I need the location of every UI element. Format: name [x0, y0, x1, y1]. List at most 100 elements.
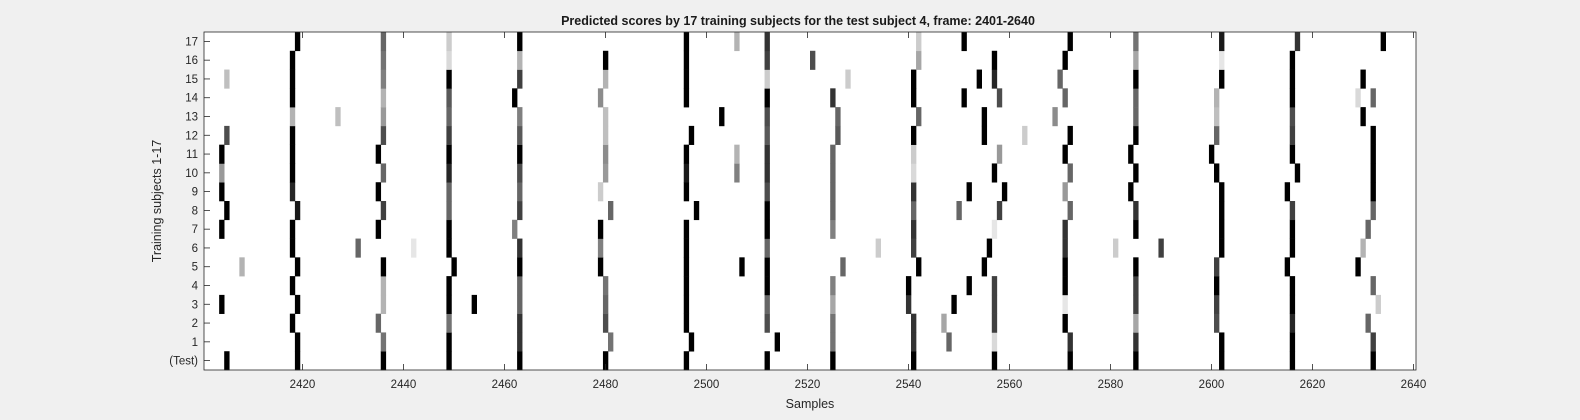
- heatmap-cell: [916, 32, 922, 52]
- heatmap-cell: [1062, 144, 1068, 164]
- x-tick-label: 2520: [795, 379, 821, 391]
- heatmap-cell: [764, 276, 770, 296]
- heatmap-cell: [1289, 238, 1296, 258]
- heatmap-cell: [289, 88, 296, 108]
- heatmap-cell: [446, 351, 452, 371]
- heatmap-cell: [764, 201, 770, 221]
- heatmap-cell: [911, 144, 917, 164]
- heatmap-cell: [1370, 201, 1376, 221]
- heatmap-cell: [683, 294, 690, 314]
- heatmap-cell: [956, 201, 962, 221]
- heatmap-cell: [830, 163, 836, 183]
- heatmap-cells: [219, 32, 1386, 371]
- heatmap-cell: [951, 294, 957, 314]
- heatmap-cell: [602, 294, 609, 314]
- heatmap-cell: [1360, 107, 1366, 127]
- heatmap-cell: [375, 182, 382, 202]
- heatmap-cell: [1067, 32, 1073, 52]
- heatmap-cell: [219, 182, 225, 202]
- heatmap-cell: [471, 294, 477, 314]
- y-tick-label: 13: [185, 112, 198, 124]
- heatmap-cell: [597, 88, 604, 108]
- heatmap-cell: [693, 201, 700, 221]
- heatmap-cell: [289, 313, 296, 333]
- heatmap-cell: [830, 332, 836, 352]
- heatmap-cell: [911, 163, 917, 183]
- heatmap-cell: [1360, 69, 1366, 89]
- heatmap-cell: [734, 163, 740, 183]
- heatmap-cell: [517, 257, 523, 277]
- heatmap-cell: [355, 238, 361, 258]
- heatmap-cell: [764, 88, 770, 108]
- heatmap-cell: [996, 201, 1003, 221]
- heatmap-cell: [446, 125, 452, 145]
- heatmap-cell: [224, 351, 230, 371]
- heatmap-cell: [830, 294, 836, 314]
- heatmap-cell: [991, 50, 998, 70]
- heatmap-cell: [289, 125, 296, 145]
- heatmap-cell: [911, 88, 917, 108]
- heatmap-cell: [289, 69, 296, 89]
- heatmap-cell: [1001, 182, 1008, 202]
- x-tick-label: 2640: [1401, 379, 1427, 391]
- y-tick-label: 5: [192, 262, 198, 274]
- heatmap-cell: [764, 50, 770, 70]
- heatmap-cell: [764, 163, 770, 183]
- heatmap-cell: [1133, 163, 1139, 183]
- y-tick-label: 16: [185, 55, 198, 67]
- heatmap-cell: [961, 88, 967, 108]
- heatmap-cell: [380, 257, 387, 277]
- heatmap-cell: [966, 276, 972, 296]
- heatmap-cell: [380, 107, 387, 127]
- heatmap-cell: [289, 182, 296, 202]
- heatmap-cell: [683, 257, 690, 277]
- heatmap-cell: [1370, 351, 1376, 371]
- heatmap-cell: [991, 351, 998, 371]
- y-tick-label: 2: [192, 318, 198, 330]
- heatmap-cell: [991, 276, 998, 296]
- heatmap-cell: [512, 219, 518, 239]
- heatmap-cell: [1067, 332, 1073, 352]
- heatmap-cell: [602, 313, 609, 333]
- heatmap-cell: [380, 50, 387, 70]
- heatmap-cell: [966, 182, 972, 202]
- heatmap-cell: [1062, 276, 1068, 296]
- heatmap-cell: [597, 257, 604, 277]
- heatmap-cell: [517, 182, 523, 202]
- y-tick-label: 17: [185, 36, 198, 48]
- heatmap-cell: [991, 69, 998, 89]
- heatmap-cell: [219, 163, 225, 183]
- heatmap-cell: [517, 69, 523, 89]
- heatmap-cell: [1380, 32, 1386, 52]
- heatmap-cell: [1370, 276, 1376, 296]
- heatmap-cell: [1289, 50, 1296, 70]
- heatmap-cell: [294, 257, 301, 277]
- heatmap-cell: [446, 294, 452, 314]
- heatmap-cell: [1370, 144, 1376, 164]
- heatmap-cell: [764, 351, 770, 371]
- x-tick-label: 2560: [997, 379, 1023, 391]
- heatmap-cell: [1289, 219, 1296, 239]
- heatmap-cell: [719, 107, 725, 127]
- x-tick-label: 2420: [290, 379, 316, 391]
- heatmap-cell: [683, 163, 690, 183]
- heatmap-cell: [289, 238, 296, 258]
- heatmap-cell: [294, 294, 301, 314]
- y-tick-label: 3: [192, 299, 198, 311]
- heatmap-cell: [764, 32, 770, 52]
- heatmap-cell: [683, 219, 690, 239]
- heatmap-cell: [996, 88, 1003, 108]
- y-tick-label: 11: [186, 149, 198, 161]
- heatmap-cell: [380, 32, 387, 52]
- heatmap-cell: [840, 257, 846, 277]
- heatmap-cell: [1133, 219, 1139, 239]
- heatmap-cell: [1289, 313, 1296, 333]
- heatmap-cell: [219, 144, 225, 164]
- heatmap-cell: [1289, 276, 1296, 296]
- heatmap-cell: [683, 144, 690, 164]
- heatmap-cell: [517, 107, 523, 127]
- heatmap-cell: [1289, 107, 1296, 127]
- heatmap-cell: [1062, 294, 1068, 314]
- heatmap-cell: [1128, 144, 1134, 164]
